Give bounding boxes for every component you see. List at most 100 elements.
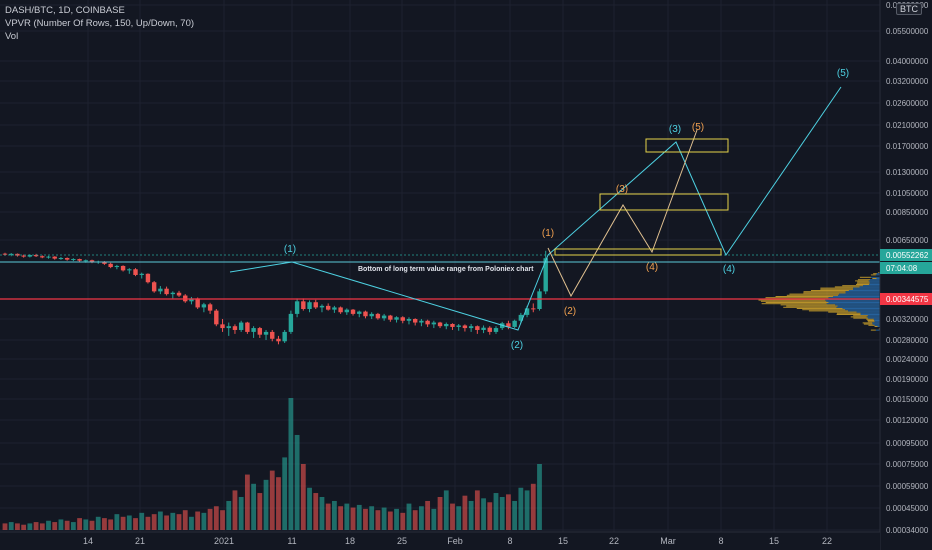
candle-body — [351, 310, 355, 314]
candle-body — [438, 323, 442, 327]
wave-label-cyan: (5) — [837, 68, 849, 79]
volume-profile-row — [868, 318, 880, 319]
candle-body — [326, 306, 330, 310]
price-tick-label: 0.02100000 — [886, 121, 929, 130]
volume-bar — [282, 457, 287, 530]
volume-profile-row — [783, 307, 836, 308]
volume-profile-row — [829, 302, 880, 303]
candle-body — [407, 319, 411, 321]
candle-body — [152, 282, 156, 291]
volume-bar — [270, 471, 275, 530]
volume-bar — [77, 518, 82, 530]
volume-bar — [456, 506, 461, 530]
currency-badge[interactable]: BTC — [896, 3, 922, 15]
volume-profile-row — [837, 314, 861, 315]
volume-bar — [133, 518, 138, 530]
volume-profile-row — [845, 309, 880, 310]
candle-body — [71, 259, 75, 260]
candle-body — [121, 266, 125, 270]
volume-profile-row — [827, 303, 880, 304]
candle-body — [53, 257, 57, 259]
candle-body — [314, 302, 318, 307]
price-tick-label: 0.02600000 — [886, 99, 929, 108]
volume-profile-row — [878, 272, 879, 273]
volume-bar — [189, 517, 194, 530]
price-tick-label: 0.01050000 — [886, 189, 929, 198]
price-tick-label: 0.01700000 — [886, 142, 929, 151]
volume-profile-row — [867, 316, 880, 317]
candle-body — [133, 269, 137, 275]
volume-bar — [46, 521, 51, 530]
volume-bar — [201, 513, 206, 530]
time-tick-label: Mar — [660, 536, 676, 546]
candle-body — [208, 304, 212, 310]
volume-bar — [463, 496, 468, 530]
candle-body — [233, 326, 237, 330]
candle-body — [456, 325, 460, 326]
vpvr-indicator-label[interactable]: VPVR (Number Of Rows, 150, Up/Down, 70) — [5, 18, 194, 29]
time-tick-label: 25 — [397, 536, 407, 546]
volume-bar — [183, 510, 188, 530]
candle-body — [425, 321, 429, 325]
volume-bar — [487, 502, 492, 530]
price-tick-label: 0.00034000 — [886, 526, 929, 535]
volume-bar — [288, 398, 293, 530]
candle-body — [282, 332, 286, 341]
price-tick-label: 0.00240000 — [886, 355, 929, 364]
volume-profile-row — [843, 308, 880, 309]
candle-body — [264, 332, 268, 335]
volume-bar — [177, 514, 182, 530]
volume-bar — [27, 523, 32, 530]
volume-profile-row — [867, 320, 874, 321]
price-tag-label: 07:04:08 — [886, 264, 918, 273]
volume-bar — [413, 510, 418, 530]
volume-bar — [40, 523, 45, 530]
volume-indicator-label[interactable]: Vol — [5, 31, 18, 42]
volume-bar — [146, 517, 151, 530]
candle-body — [245, 323, 249, 332]
wave-label-orange: (5) — [692, 122, 704, 133]
volume-bar — [481, 498, 486, 530]
time-tick-label: 21 — [135, 536, 145, 546]
volume-profile-row — [870, 279, 880, 280]
candle-body — [115, 266, 119, 267]
volume-profile-row — [853, 318, 868, 319]
volume-bar — [170, 513, 175, 530]
volume-profile-row — [846, 291, 880, 292]
wave-label-orange: (1) — [542, 228, 554, 239]
volume-bar — [357, 505, 362, 530]
volume-profile-row — [861, 313, 880, 314]
volume-profile-row — [835, 304, 880, 305]
volume-profile-row — [789, 294, 839, 295]
wave-label-cyan: (2) — [511, 340, 523, 351]
volume-bar — [121, 517, 126, 530]
candle-body — [77, 259, 81, 261]
volume-profile-row — [871, 274, 876, 275]
volume-bar — [425, 501, 430, 530]
volume-profile-row — [839, 294, 880, 295]
volume-bar — [108, 519, 113, 530]
candle-body — [481, 328, 485, 330]
volume-bar — [537, 464, 542, 530]
volume-profile-row — [825, 300, 880, 301]
volume-profile-row — [869, 280, 880, 281]
time-tick-label: 14 — [83, 536, 93, 546]
volume-bar — [469, 501, 474, 530]
volume-profile-row — [851, 316, 867, 317]
volume-bar — [369, 506, 374, 530]
price-tag-label: 0.00552262 — [886, 251, 929, 260]
candle-body — [59, 258, 63, 259]
volume-bar — [438, 497, 443, 530]
volume-profile-row — [871, 330, 876, 331]
volume-profile-row — [868, 325, 874, 326]
volume-bar — [214, 506, 219, 530]
candle-body — [369, 314, 373, 316]
wave-label-orange: (2) — [564, 306, 576, 317]
volume-profile-row — [858, 279, 870, 280]
volume-bar — [320, 497, 325, 530]
volume-profile-row — [820, 288, 853, 289]
volume-profile-row — [875, 321, 880, 322]
volume-profile-row — [837, 313, 861, 314]
time-tick-label: 2021 — [214, 536, 234, 546]
